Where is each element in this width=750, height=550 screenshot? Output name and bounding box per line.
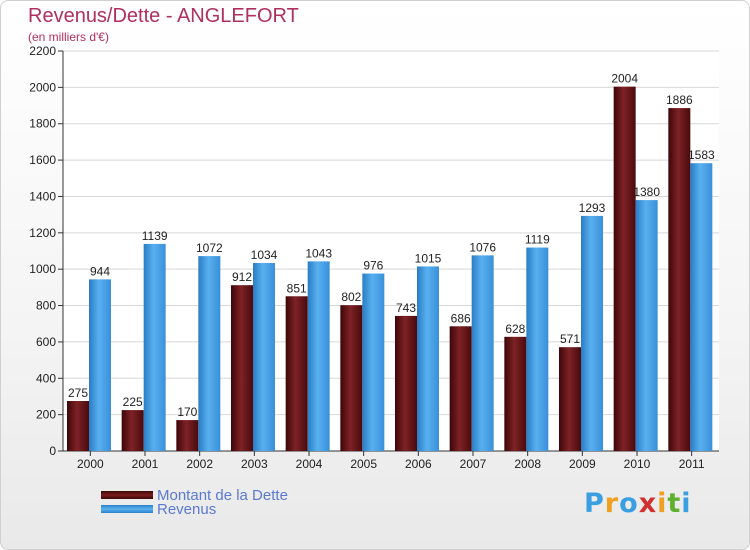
data-label-dette-2000: 275 bbox=[68, 386, 88, 400]
data-label-dette-2010: 2004 bbox=[611, 72, 638, 86]
bar-dette-2001 bbox=[121, 410, 144, 451]
bar-dette-2005 bbox=[340, 305, 363, 451]
data-label-dette-2003: 912 bbox=[232, 270, 252, 284]
y-tick-label: 1400 bbox=[29, 189, 56, 203]
bar-revenus-2009 bbox=[581, 215, 603, 451]
data-label-revenus-2008: 1119 bbox=[525, 233, 550, 247]
x-tick-label-2002: 2002 bbox=[186, 457, 213, 471]
y-tick-label: 1800 bbox=[29, 117, 56, 131]
data-label-dette-2011: 1886 bbox=[666, 93, 693, 107]
chart-title: Revenus/Dette - ANGLEFORT bbox=[28, 5, 299, 27]
logo-letter: x bbox=[638, 488, 658, 519]
data-label-dette-2007: 686 bbox=[451, 311, 471, 325]
bar-revenus-2011 bbox=[690, 163, 713, 451]
x-tick-label-2008: 2008 bbox=[514, 457, 541, 471]
logo-letter: i bbox=[681, 488, 692, 519]
logo-letter: t bbox=[667, 488, 682, 519]
data-label-dette-2004: 851 bbox=[287, 281, 307, 295]
data-label-revenus-2005: 976 bbox=[363, 259, 383, 273]
y-tick-label: 400 bbox=[36, 371, 56, 385]
x-tick-label-2000: 2000 bbox=[77, 457, 104, 471]
bar-revenus-2010 bbox=[635, 200, 658, 451]
data-label-revenus-2011: 1583 bbox=[688, 148, 715, 162]
legend-swatch-dette bbox=[101, 491, 153, 499]
y-tick-label: 1200 bbox=[29, 226, 56, 240]
logo-letter: o bbox=[619, 488, 639, 519]
y-tick-label: 0 bbox=[49, 444, 56, 458]
y-tick-label: 2200 bbox=[29, 44, 56, 58]
data-label-revenus-2002: 1072 bbox=[196, 241, 223, 255]
bar-dette-2009 bbox=[559, 347, 581, 451]
proxiti-logo: Proxiti bbox=[584, 488, 692, 519]
data-label-dette-2008: 628 bbox=[505, 322, 525, 336]
x-tick-label-2009: 2009 bbox=[569, 457, 596, 471]
x-tick-label-2004: 2004 bbox=[296, 457, 323, 471]
legend-item-revenus: Revenus bbox=[101, 500, 216, 518]
x-tick-label-2010: 2010 bbox=[624, 457, 651, 471]
data-label-revenus-2007: 1076 bbox=[469, 240, 496, 254]
data-label-revenus-2001: 1139 bbox=[142, 229, 168, 243]
bar-dette-2007 bbox=[449, 326, 472, 451]
logo-letter: i bbox=[657, 488, 668, 519]
x-tick-label-2007: 2007 bbox=[460, 457, 487, 471]
bar-dette-2004 bbox=[285, 296, 308, 451]
bar-revenus-2007 bbox=[471, 255, 494, 451]
bar-dette-2003 bbox=[231, 285, 253, 451]
data-label-revenus-2009: 1293 bbox=[579, 201, 606, 215]
data-label-revenus-2003: 1034 bbox=[251, 248, 278, 262]
x-tick-label-2011: 2011 bbox=[679, 457, 705, 471]
legend-label-dette: Montant de la Dette bbox=[157, 486, 288, 504]
y-tick-label: 800 bbox=[36, 299, 56, 313]
x-tick-label-2001: 2001 bbox=[132, 457, 159, 471]
data-label-dette-2005: 802 bbox=[341, 290, 361, 304]
bar-revenus-2001 bbox=[143, 243, 166, 451]
logo-letter: r bbox=[604, 488, 620, 519]
data-label-dette-2009: 571 bbox=[560, 332, 580, 346]
bar-revenus-2008 bbox=[526, 247, 549, 451]
bar-dette-2006 bbox=[395, 315, 417, 451]
bar-revenus-2006 bbox=[417, 266, 439, 451]
x-tick-label-2003: 2003 bbox=[241, 457, 268, 471]
bar-dette-2008 bbox=[504, 336, 527, 451]
chart-subtitle: (en milliers d'€) bbox=[28, 30, 109, 44]
plot-area bbox=[63, 51, 719, 451]
y-tick-label: 600 bbox=[36, 335, 56, 349]
bar-revenus-2000 bbox=[89, 279, 111, 451]
x-tick-label-2006: 2006 bbox=[405, 457, 432, 471]
data-label-revenus-2000: 944 bbox=[90, 264, 110, 278]
bar-revenus-2005 bbox=[362, 273, 385, 451]
legend-item-dette: Montant de la Dette bbox=[101, 486, 288, 504]
bar-revenus-2004 bbox=[307, 261, 330, 451]
bar-dette-2010 bbox=[613, 86, 636, 452]
logo-letter: P bbox=[584, 488, 605, 519]
data-label-dette-2002: 170 bbox=[177, 405, 197, 419]
x-tick-label-2005: 2005 bbox=[350, 457, 377, 471]
y-tick-label: 1600 bbox=[29, 153, 56, 167]
bar-dette-2002 bbox=[176, 420, 199, 451]
data-label-revenus-2010: 1380 bbox=[633, 185, 660, 199]
y-tick-label: 1000 bbox=[29, 262, 56, 276]
data-label-revenus-2006: 1015 bbox=[415, 251, 442, 265]
legend-label-revenus: Revenus bbox=[157, 500, 217, 518]
y-tick-label: 2000 bbox=[29, 80, 56, 94]
y-tick-label: 200 bbox=[36, 408, 56, 422]
bar-dette-2000 bbox=[67, 401, 89, 451]
data-label-dette-2006: 743 bbox=[396, 301, 416, 315]
data-label-dette-2001: 225 bbox=[123, 395, 143, 409]
bar-dette-2011 bbox=[668, 108, 691, 451]
legend-swatch-revenus bbox=[101, 505, 153, 513]
bar-revenus-2003 bbox=[253, 263, 275, 451]
bar-revenus-2002 bbox=[198, 256, 221, 451]
data-label-revenus-2004: 1043 bbox=[305, 246, 332, 260]
